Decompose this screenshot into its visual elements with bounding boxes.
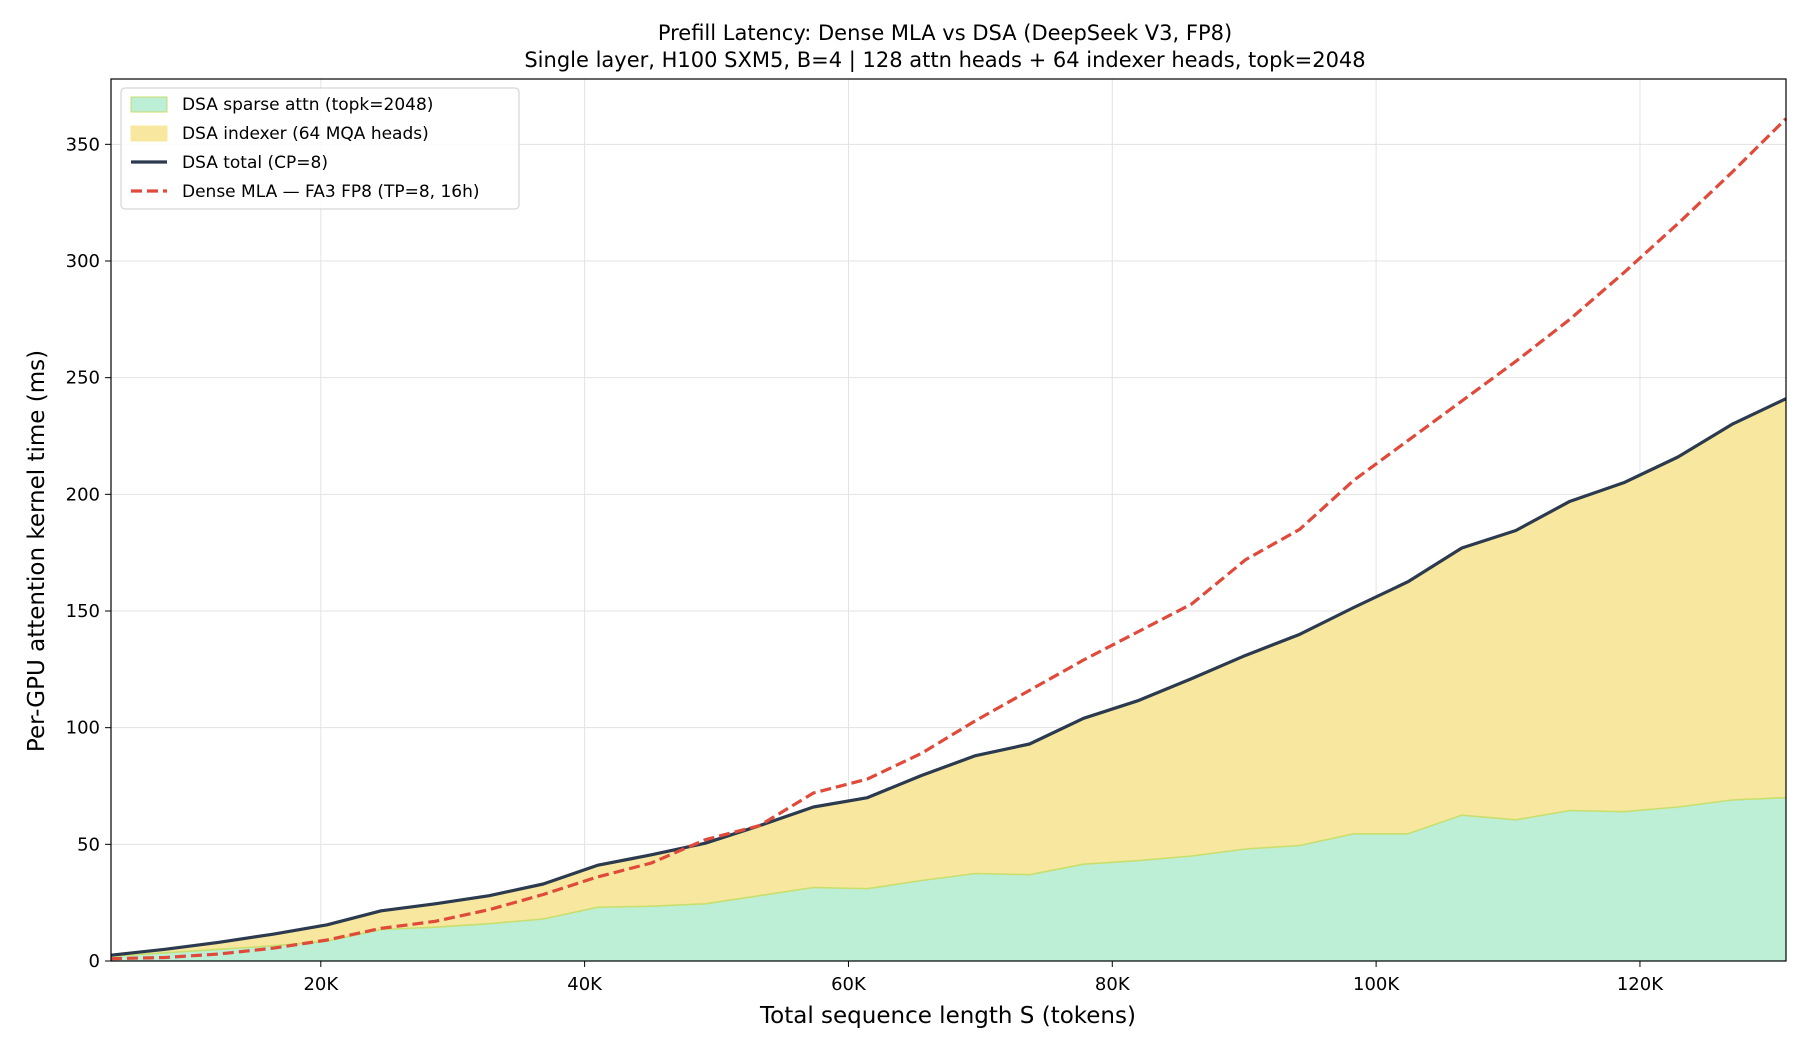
x-tick-label: 100K [1353,974,1400,995]
legend-label: DSA indexer (64 MQA heads) [182,124,429,144]
y-tick-label: 300 [66,251,100,272]
legend-label: Dense MLA — FA3 FP8 (TP=8, 16h) [182,182,480,202]
legend-label: DSA total (CP=8) [182,153,328,173]
legend: DSA sparse attn (topk=2048) DSA indexer (… [120,87,520,210]
y-tick-label: 150 [66,601,100,622]
y-tick-label: 350 [66,134,100,155]
x-tick-label: 60K [831,974,867,995]
x-tick-label: 120K [1617,974,1664,995]
y-axis-label: Per-GPU attention kernel time (ms) [24,350,50,752]
chart-title: Prefill Latency: Dense MLA vs DSA (DeepS… [658,21,1232,45]
y-tick-label: 0 [89,951,100,972]
area-dsa-indexer [111,398,1786,957]
y-tick-label: 50 [77,834,100,855]
series-lines [110,117,1788,961]
x-axis-label: Total sequence length S (tokens) [759,1003,1136,1029]
x-tick-label: 20K [303,974,339,995]
x-tick-label: 80K [1095,974,1131,995]
stacked-areas [110,398,1787,961]
y-tick-label: 250 [66,368,100,389]
legend-swatch [130,96,168,113]
line-dsa-total [110,397,1787,957]
x-tick-label: 40K [567,974,603,995]
plot-frame [110,78,1787,962]
y-tick-label: 200 [66,484,100,505]
y-tick-label: 100 [66,718,100,739]
legend-frame [120,87,520,210]
line-dense-mla [110,117,1788,961]
chart-subtitle: Single layer, H100 SXM5, B=4 | 128 attn … [524,48,1365,73]
legend-label: DSA sparse attn (topk=2048) [182,95,433,115]
legend-swatch [130,125,168,142]
axis-ticks: 20K 40K 60K 80K 100K 120K 0 50 100 150 200 250 300 35… [66,134,1665,995]
area-boundary-line [110,796,1787,958]
